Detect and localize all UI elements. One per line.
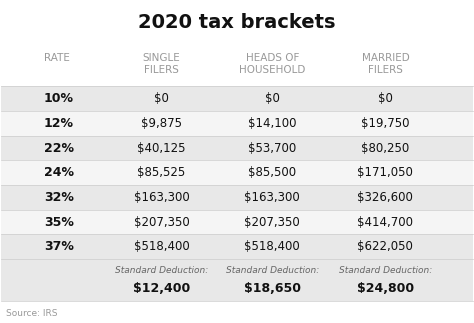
Text: $0: $0 [154, 92, 169, 105]
Text: $163,300: $163,300 [245, 191, 300, 204]
Text: $171,050: $171,050 [357, 166, 413, 179]
Text: $163,300: $163,300 [134, 191, 190, 204]
Text: 10%: 10% [44, 92, 74, 105]
FancyBboxPatch shape [1, 185, 473, 210]
Text: 24%: 24% [44, 166, 74, 179]
Text: Standard Deduction:: Standard Deduction: [339, 266, 432, 275]
Text: $326,600: $326,600 [357, 191, 413, 204]
Text: $85,525: $85,525 [137, 166, 186, 179]
Text: $518,400: $518,400 [134, 240, 190, 253]
FancyBboxPatch shape [1, 111, 473, 136]
Text: 35%: 35% [44, 216, 73, 229]
Text: $414,700: $414,700 [357, 216, 413, 229]
Text: 32%: 32% [44, 191, 73, 204]
Text: $0: $0 [265, 92, 280, 105]
Text: $24,800: $24,800 [357, 282, 414, 295]
Text: MARRIED
FILERS: MARRIED FILERS [362, 53, 410, 75]
Text: Source: IRS: Source: IRS [6, 309, 58, 318]
FancyBboxPatch shape [1, 210, 473, 234]
Text: SINGLE
FILERS: SINGLE FILERS [143, 53, 181, 75]
Text: 12%: 12% [44, 117, 74, 130]
FancyBboxPatch shape [1, 234, 473, 259]
Text: $622,050: $622,050 [357, 240, 413, 253]
Text: $53,700: $53,700 [248, 141, 296, 154]
Text: 2020 tax brackets: 2020 tax brackets [138, 13, 336, 32]
Text: $518,400: $518,400 [245, 240, 300, 253]
FancyBboxPatch shape [1, 259, 473, 301]
Text: $207,350: $207,350 [245, 216, 300, 229]
Text: $18,650: $18,650 [244, 282, 301, 295]
FancyBboxPatch shape [1, 136, 473, 160]
Text: $80,250: $80,250 [361, 141, 410, 154]
Text: $9,875: $9,875 [141, 117, 182, 130]
Text: $0: $0 [378, 92, 393, 105]
Text: $40,125: $40,125 [137, 141, 186, 154]
Text: $12,400: $12,400 [133, 282, 190, 295]
Text: $85,500: $85,500 [248, 166, 296, 179]
Text: 22%: 22% [44, 141, 74, 154]
Text: $14,100: $14,100 [248, 117, 297, 130]
Text: $207,350: $207,350 [134, 216, 190, 229]
Text: $19,750: $19,750 [361, 117, 410, 130]
Text: HEADS OF
HOUSEHOLD: HEADS OF HOUSEHOLD [239, 53, 306, 75]
Text: Standard Deduction:: Standard Deduction: [115, 266, 208, 275]
Text: RATE: RATE [44, 53, 70, 63]
Text: 37%: 37% [44, 240, 73, 253]
FancyBboxPatch shape [1, 86, 473, 111]
FancyBboxPatch shape [1, 160, 473, 185]
Text: Standard Deduction:: Standard Deduction: [226, 266, 319, 275]
